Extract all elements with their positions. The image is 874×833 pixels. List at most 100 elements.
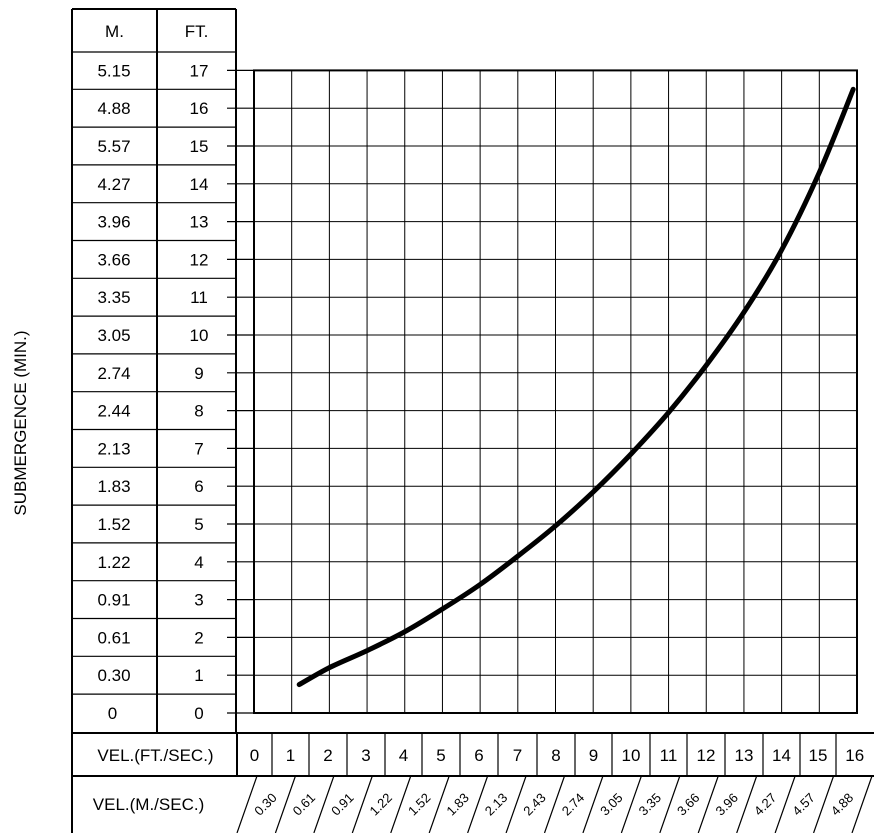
x-tick-label-m: 3.66 (674, 790, 703, 819)
y-tick-label-ft: 12 (190, 250, 209, 269)
y-tick-label-ft: 5 (194, 515, 203, 534)
x-tick-label-m: 0.91 (328, 790, 357, 819)
x-tick-label-m: 3.35 (636, 790, 665, 819)
meters-column-header: M. (105, 22, 124, 41)
x-table-diagonal-divider (812, 775, 835, 833)
y-tick-label-m: 0.30 (97, 666, 130, 685)
x-tick-label-m: 4.27 (751, 790, 780, 819)
x-tick-label-m: 2.74 (559, 790, 588, 819)
x-table-diagonal-divider (505, 775, 527, 833)
x-tick-label-ft: 2 (323, 746, 332, 765)
y-tick-label-m: 0 (108, 704, 117, 723)
y-axis-scale-table: M. FT. 0 0 0.30 1 0.61 2 0.91 3 1.22 4 1.52 5 1.83 6 2.1… (71, 8, 237, 733)
x-tick-label-ft: 16 (845, 746, 864, 765)
x-tick-label-m: 1.22 (367, 790, 396, 819)
y-tick-label-m: 3.96 (97, 213, 130, 232)
x-tick-label-ft: 6 (474, 746, 483, 765)
x-table-diagonal-divider (697, 775, 719, 833)
x-table-diagonal-divider (467, 775, 489, 833)
x-table-diagonal-divider (736, 775, 758, 833)
y-axis-label-group: SUBMERGENCE (MIN.) (11, 330, 30, 515)
x-tick-label-m: 0.30 (251, 790, 280, 819)
y-tick-label-m: 5.15 (97, 61, 130, 80)
x-table-diagonal-divider (659, 775, 681, 833)
x-axis-scale-table: VEL.(FT./SEC.)VEL.(M./SEC.)0 1 2 3 4 5 6 7 8 9 10 1… (71, 732, 874, 833)
y-tick-label-m: 4.27 (97, 175, 130, 194)
x-table-diagonal-divider (774, 775, 796, 833)
y-tick-label-ft: 11 (190, 288, 208, 307)
y-tick-label-ft: 10 (190, 326, 209, 345)
y-tick-label-ft: 16 (190, 99, 209, 118)
x-table-diagonal-divider (274, 775, 297, 833)
plot-frame (253, 69, 858, 714)
y-tick-label-ft: 1 (194, 666, 203, 685)
x-tick-label-m: 1.52 (405, 790, 434, 819)
x-tick-label-ft: 11 (660, 746, 678, 765)
x-axis-label-m: VEL.(M./SEC.) (93, 795, 204, 814)
x-tick-label-ft: 10 (622, 746, 641, 765)
x-tick-label-ft: 9 (589, 746, 598, 765)
x-tick-label-ft: 13 (735, 746, 754, 765)
y-tick-label-ft: 9 (194, 364, 203, 383)
x-tick-label-ft: 12 (697, 746, 716, 765)
y-tick-label-m: 5.57 (97, 137, 130, 156)
x-table-diagonal-divider (582, 775, 604, 833)
x-table-diagonal-divider (313, 775, 335, 833)
y-tick-label-ft: 0 (194, 704, 203, 723)
y-tick-label-ft: 7 (194, 439, 203, 458)
y-tick-label-m: 4.88 (97, 99, 130, 118)
x-axis-label-ft: VEL.(FT./SEC.) (97, 746, 213, 765)
x-tick-label-ft: 15 (809, 746, 828, 765)
submergence-curve (296, 86, 856, 688)
x-table-diagonal-divider (428, 775, 450, 833)
y-tick-label-ft: 3 (194, 591, 203, 610)
x-table-diagonal-divider (543, 775, 566, 833)
y-tick-marks (227, 69, 254, 714)
x-tick-label-ft: 0 (250, 746, 259, 765)
x-table-diagonal-divider (851, 775, 873, 833)
y-tick-label-m: 2.13 (97, 439, 130, 458)
y-tick-label-ft: 2 (194, 628, 203, 647)
y-tick-label-m: 1.83 (97, 477, 130, 496)
y-tick-label-m: 3.05 (97, 326, 130, 345)
x-tick-label-ft: 3 (361, 746, 370, 765)
x-table-diagonal-divider (390, 775, 412, 833)
x-tick-label-m: 2.13 (482, 790, 511, 819)
chart-grid (253, 69, 858, 714)
y-tick-label-m: 3.35 (97, 288, 130, 307)
y-tick-label-m: 0.61 (97, 628, 130, 647)
x-tick-label-ft: 8 (551, 746, 560, 765)
y-tick-label-m: 3.66 (97, 250, 130, 269)
x-tick-label-m: 3.05 (597, 790, 626, 819)
x-tick-label-m: 3.96 (712, 790, 741, 819)
x-tick-label-ft: 7 (513, 746, 522, 765)
x-tick-label-ft: 4 (399, 746, 408, 765)
y-tick-label-m: 2.74 (97, 364, 130, 383)
y-tick-label-ft: 15 (190, 137, 209, 156)
y-tick-label-ft: 14 (190, 175, 209, 194)
x-tick-label-m: 1.83 (443, 790, 472, 819)
y-tick-label-ft: 13 (190, 213, 209, 232)
x-tick-label-m: 4.57 (789, 790, 818, 819)
x-tick-label-m: 4.88 (828, 790, 857, 819)
x-tick-label-m: 0.61 (290, 790, 319, 819)
y-tick-label-ft: 4 (194, 553, 203, 572)
x-table-diagonal-divider (351, 775, 373, 833)
x-table-diagonal-divider (620, 775, 642, 833)
y-tick-label-ft: 8 (194, 402, 203, 421)
y-tick-label-m: 1.52 (97, 515, 130, 534)
y-tick-label-ft: 6 (194, 477, 203, 496)
chart-series (296, 86, 856, 688)
y-tick-label-ft: 17 (190, 61, 209, 80)
x-table-diagonal-divider (236, 775, 258, 833)
y-tick-label-m: 2.44 (97, 402, 130, 421)
y-axis-label: SUBMERGENCE (MIN.) (11, 330, 30, 515)
y-tick-label-m: 1.22 (97, 553, 130, 572)
feet-column-header: FT. (185, 22, 209, 41)
x-tick-label-ft: 1 (286, 746, 295, 765)
x-tick-label-ft: 14 (772, 746, 791, 765)
y-tick-label-m: 0.91 (97, 591, 130, 610)
x-tick-label-ft: 5 (436, 746, 445, 765)
x-tick-label-m: 2.43 (520, 790, 549, 819)
